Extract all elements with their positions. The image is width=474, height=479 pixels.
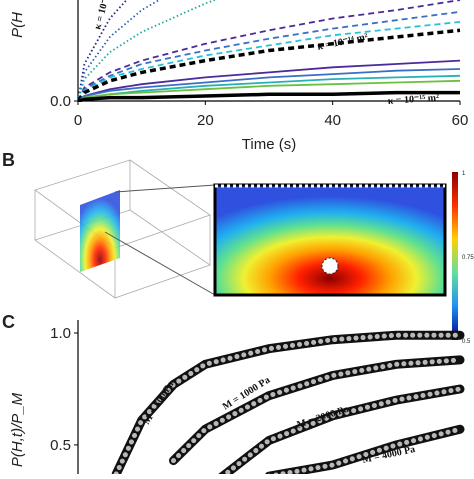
y-tick-label: 0.5 xyxy=(50,437,71,454)
x-tick-label: 0 xyxy=(74,112,82,129)
slice xyxy=(80,190,120,272)
y-tick-label: 1.0 xyxy=(50,325,71,342)
series-line xyxy=(78,10,461,102)
zoom-line xyxy=(104,231,216,296)
series-line xyxy=(78,28,461,102)
series-line xyxy=(265,424,465,474)
annotation: κ = 10⁻¹⁴ m² xyxy=(316,31,369,52)
y-axis-label: P(H xyxy=(9,12,26,38)
colorbar-label: 1 xyxy=(462,171,466,177)
series-group xyxy=(111,330,465,474)
chart-C: 0.51.0P(H,t)/P_MCM = 500 Pa M = 1000 PaM … xyxy=(2,312,465,474)
series-dots xyxy=(171,357,463,464)
colorbar-ticks: 1 0.75 0.5 xyxy=(462,171,474,345)
series-dots xyxy=(267,426,463,474)
cavity xyxy=(321,257,339,275)
series-line xyxy=(78,79,461,102)
series-dots xyxy=(221,386,463,474)
annotation: κ = 10⁻¹⁵ m² xyxy=(387,92,439,107)
series-dots xyxy=(113,332,463,474)
y-axis-label: P(H,t)/P_M xyxy=(9,392,26,467)
diagram-b: B 1 0.75 0.5 xyxy=(2,150,474,345)
series-line xyxy=(169,355,465,466)
series-label: M = 500 Pa xyxy=(141,379,176,426)
panel-label: C xyxy=(2,312,15,332)
series-line xyxy=(78,90,460,102)
series-group xyxy=(78,0,461,102)
colorbar-label: 0.75 xyxy=(462,255,474,261)
chart-A: 0 20 40 60 0.0 Time (s) P(H κ = 10⁻ κ = 10⁻¹⁴ m²… xyxy=(9,0,468,153)
annotation: κ = 10⁻ xyxy=(92,0,111,31)
heatmap xyxy=(213,183,447,297)
colorbar-label: 0.5 xyxy=(462,339,471,345)
series-line xyxy=(78,0,461,102)
x-tick-label: 40 xyxy=(324,112,341,129)
y-tick-label: 0.0 xyxy=(50,93,71,110)
series-line xyxy=(78,21,461,102)
series-line xyxy=(78,68,461,102)
panel-label: B xyxy=(2,150,15,170)
colorbar xyxy=(452,172,458,340)
x-axis-label: Time (s) xyxy=(242,136,296,153)
x-tick-label: 60 xyxy=(452,112,469,129)
x-tick-label: 20 xyxy=(197,112,214,129)
zoom-line xyxy=(114,184,216,193)
